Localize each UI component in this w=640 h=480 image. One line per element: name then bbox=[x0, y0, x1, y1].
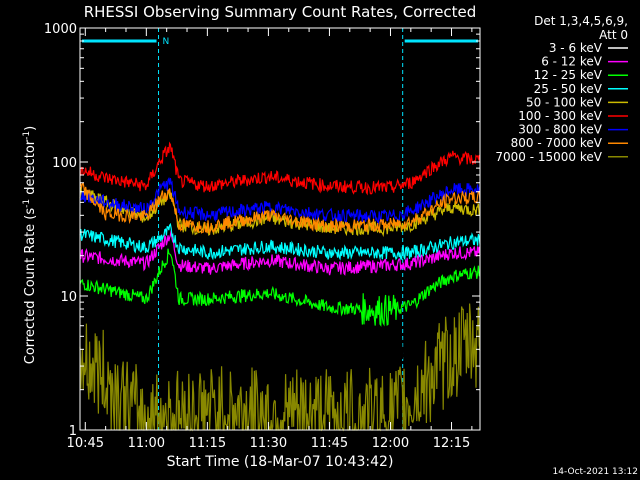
series-line bbox=[79, 248, 481, 327]
legend-label: 25 - 50 keV bbox=[534, 82, 603, 96]
y-tick-label: 1000 bbox=[44, 22, 77, 37]
x-tick-label: 10:45 bbox=[67, 436, 104, 451]
x-tick-label: 12:15 bbox=[433, 436, 470, 451]
x-axis-label: Start Time (18-Mar-07 10:43:42) bbox=[167, 454, 394, 470]
x-tick-label: 12:00 bbox=[372, 436, 409, 451]
y-axis-label: Corrected Count Rate (s-1 detector-1) bbox=[22, 126, 38, 364]
y-tick-label: 10 bbox=[60, 290, 77, 305]
legend-header-line1: Det 1,3,4,5,6,9, bbox=[534, 14, 628, 28]
x-tick-label: 11:45 bbox=[311, 436, 348, 451]
legend-label: 6 - 12 keV bbox=[541, 55, 603, 69]
x-tick-label: 11:30 bbox=[250, 436, 287, 451]
y-axis-label-main: Corrected Count Rate (s bbox=[23, 208, 38, 365]
night-layer: N bbox=[79, 28, 481, 430]
axes-layer: 1 10 100 1000 10:45 11:00 11:15 11:30 11:45 12:00… bbox=[44, 22, 481, 451]
y-tick-label: 100 bbox=[52, 156, 77, 171]
y-axis-label-sup1: -1 bbox=[22, 199, 32, 208]
series-line bbox=[80, 284, 481, 375]
series-line bbox=[79, 176, 481, 225]
series-line bbox=[79, 230, 481, 276]
legend-label: 100 - 300 keV bbox=[518, 109, 602, 123]
legend-label: 300 - 800 keV bbox=[518, 123, 602, 137]
legend-label: 50 - 100 keV bbox=[526, 95, 603, 109]
legend-label: 12 - 25 keV bbox=[534, 68, 603, 82]
y-axis-label-mid: detector bbox=[23, 139, 38, 199]
series-layer bbox=[79, 141, 481, 432]
y-axis-label-sup2: -1 bbox=[22, 131, 32, 140]
series-line bbox=[79, 182, 481, 235]
chart-title: RHESSI Observing Summary Count Rates, Co… bbox=[84, 3, 477, 21]
legend-label: 7000 - 15000 keV bbox=[495, 150, 602, 164]
night-label: N bbox=[163, 37, 170, 47]
y-axis-label-end: ) bbox=[23, 126, 38, 131]
x-tick-label: 11:00 bbox=[128, 436, 165, 451]
footer-date: 14-Oct-2021 13:12 bbox=[553, 467, 638, 477]
plot-frame bbox=[79, 27, 481, 431]
y-tick-label: 1 bbox=[69, 424, 77, 439]
legend-label: 3 - 6 keV bbox=[549, 41, 603, 55]
series-line bbox=[79, 222, 481, 261]
series-line bbox=[79, 141, 481, 196]
x-tick-label: 11:15 bbox=[189, 436, 226, 451]
legend-header-line2: Att 0 bbox=[599, 28, 628, 42]
legend-label: 800 - 7000 keV bbox=[511, 136, 603, 150]
